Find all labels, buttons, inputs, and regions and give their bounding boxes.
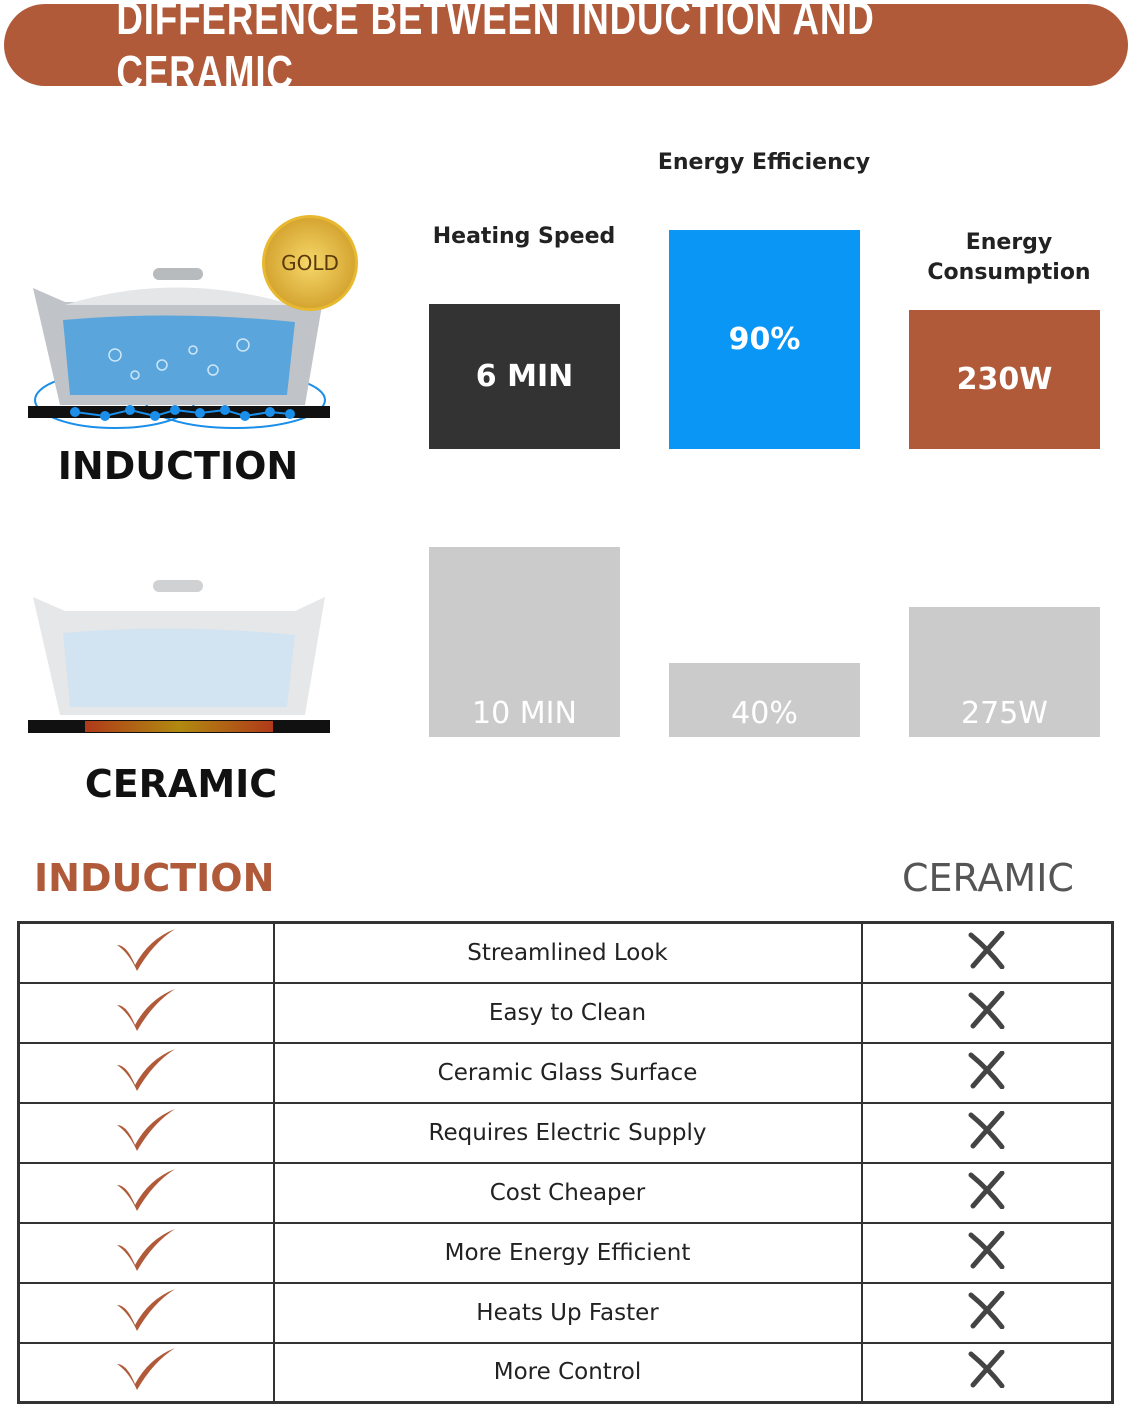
ceramic-energy-consumption: 275W <box>909 607 1100 737</box>
induction-cell <box>17 1281 275 1344</box>
induction-energy-consumption: 230W <box>909 310 1100 449</box>
induction-cell <box>17 1161 275 1224</box>
cross-icon <box>968 930 1005 970</box>
ceramic-cell <box>860 1161 1114 1224</box>
title: DIFFERENCE BETWEEN INDUCTION AND CERAMIC <box>116 0 875 98</box>
feature-cell: Cost Cheaper <box>272 1161 863 1224</box>
feature-cell: Easy to Clean <box>272 981 863 1044</box>
induction-cell <box>17 1101 275 1164</box>
cross-icon <box>968 1170 1005 1209</box>
feature-cell: Heats Up Faster <box>272 1281 863 1344</box>
table-induction-header: INDUCTION <box>34 856 275 900</box>
induction-cell <box>17 981 275 1044</box>
ceramic-heating-speed: 10 MIN <box>429 547 620 737</box>
table-row: Cost Cheaper <box>17 1161 1114 1224</box>
table-row: More Control <box>17 1341 1114 1404</box>
induction-label: INDUCTION <box>57 444 299 488</box>
table-row: Heats Up Faster <box>17 1281 1114 1344</box>
ceramic-label: CERAMIC <box>84 762 278 806</box>
cross-icon <box>968 1349 1005 1389</box>
ceramic-cell <box>860 981 1114 1044</box>
heating-speed-header: Heating Speed <box>432 224 616 249</box>
induction-heating-speed: 6 MIN <box>429 304 620 449</box>
energy-efficiency-header: Energy Efficiency <box>657 150 871 175</box>
ceramic-energy-efficiency: 40% <box>669 663 860 737</box>
energy-consumption-header: Energy Consumption <box>927 230 1091 285</box>
check-icon <box>117 1168 176 1211</box>
induction-cell <box>17 1221 275 1284</box>
check-icon <box>117 1048 176 1091</box>
check-icon <box>117 1348 176 1391</box>
ceramic-cell <box>860 1041 1114 1104</box>
ceramic-pot-illustration <box>28 580 330 733</box>
ceramic-cell <box>860 1101 1114 1164</box>
title-banner: DIFFERENCE BETWEEN INDUCTION AND CERAMIC <box>4 0 1128 98</box>
feature-cell: Requires Electric Supply <box>272 1101 863 1164</box>
ceramic-cell <box>860 1341 1114 1404</box>
table-row: Requires Electric Supply <box>17 1101 1114 1164</box>
check-icon <box>117 1228 176 1271</box>
table-row: More Energy Efficient <box>17 1221 1114 1284</box>
induction-energy-efficiency: 90% <box>669 230 860 449</box>
check-icon <box>117 1288 176 1331</box>
check-icon <box>117 988 176 1031</box>
induction-pot-illustration <box>28 268 330 429</box>
table-row: Easy to Clean <box>17 981 1114 1044</box>
badge-text: GOLD <box>281 251 339 275</box>
table-row: Streamlined Look <box>17 921 1114 984</box>
induction-cell <box>17 1341 275 1404</box>
feature-cell: Ceramic Glass Surface <box>272 1041 863 1104</box>
table-row: Ceramic Glass Surface <box>17 1041 1114 1104</box>
check-icon <box>117 928 176 971</box>
ceramic-cell <box>860 921 1114 984</box>
ceramic-cell <box>860 1281 1114 1344</box>
induction-cell <box>17 921 275 984</box>
cross-icon <box>968 1110 1005 1149</box>
ceramic-cell <box>860 1221 1114 1284</box>
induction-cell <box>17 1041 275 1104</box>
feature-cell: More Energy Efficient <box>272 1221 863 1284</box>
check-icon <box>117 1108 176 1151</box>
feature-cell: More Control <box>272 1341 863 1404</box>
cross-icon <box>968 1230 1005 1269</box>
comparison-table: Streamlined Look Easy to Clean Ceramic G… <box>17 921 1114 1404</box>
gold-badge-icon: GOLD <box>262 215 358 311</box>
cross-icon <box>968 1050 1005 1089</box>
feature-cell: Streamlined Look <box>272 921 863 984</box>
table-ceramic-header: CERAMIC <box>902 856 1074 900</box>
cross-icon <box>968 990 1005 1029</box>
cross-icon <box>968 1290 1005 1329</box>
